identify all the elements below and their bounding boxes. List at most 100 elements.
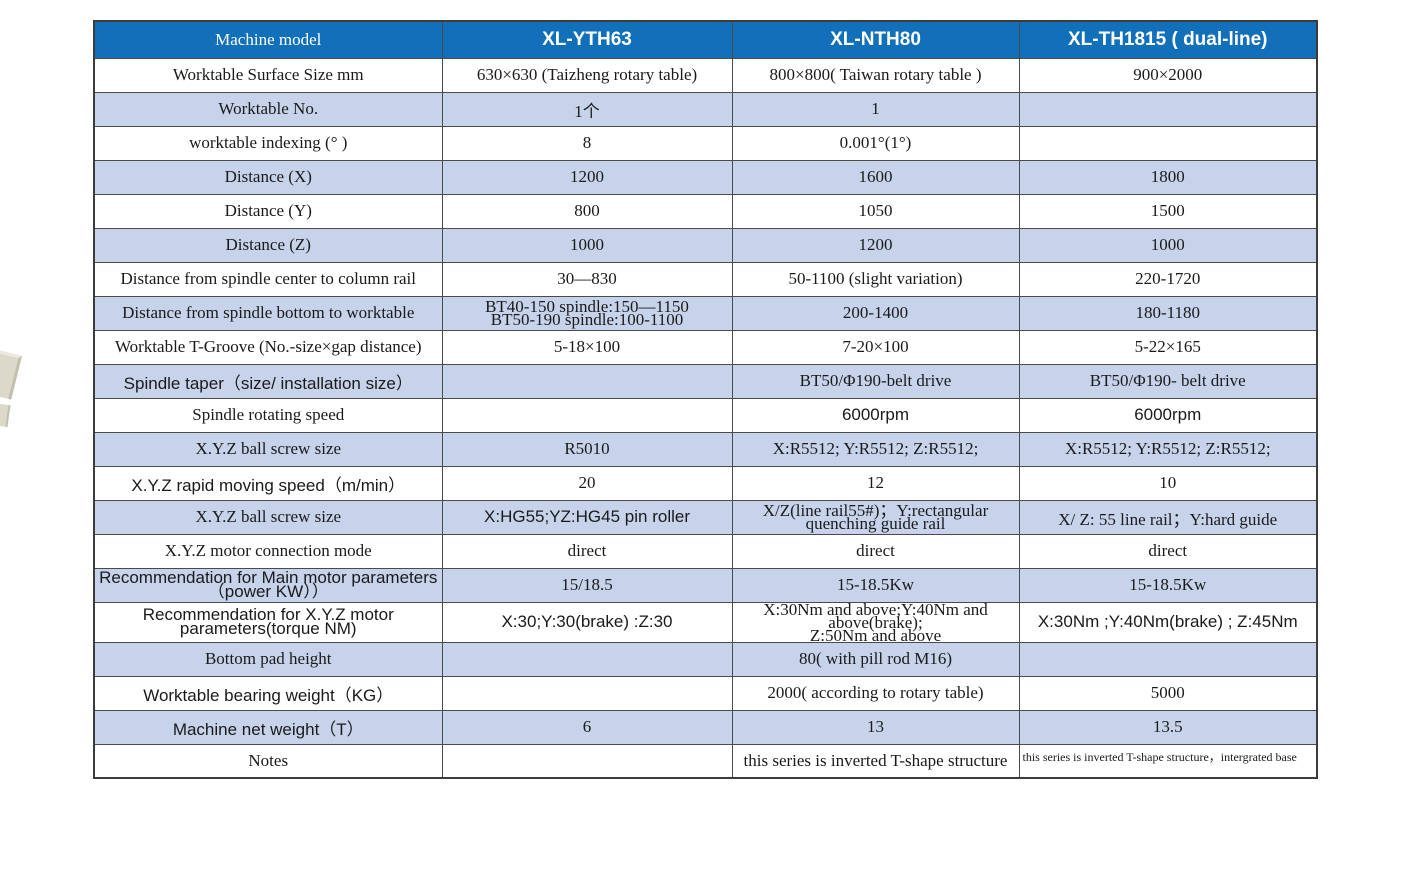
spec-table-body: Worktable Surface Size mm 630×630 (Taizhe… bbox=[93, 57, 1318, 779]
spec-cell: 7-20×100 bbox=[731, 329, 1020, 365]
table-row: Spindle rotating speed 6000rpm 6000rpm bbox=[93, 397, 1318, 433]
row-label: Worktable T-Groove (No.-size×gap distanc… bbox=[93, 329, 443, 365]
table-row: Distance from spindle center to column r… bbox=[93, 261, 1318, 297]
spec-cell bbox=[441, 743, 733, 779]
spec-cell: X:30;Y:30(brake) :Z:30 bbox=[441, 601, 733, 643]
spec-cell bbox=[441, 675, 733, 711]
spec-cell: X:R5512; Y:R5512; Z:R5512; bbox=[1018, 431, 1318, 467]
table-row: Spindle taper（size/ installation size） BT… bbox=[93, 363, 1318, 399]
spec-cell: X/ Z: 55 line rail；Y:hard guide bbox=[1018, 499, 1318, 535]
row-label: worktable indexing (° ) bbox=[93, 125, 443, 161]
table-row: Distance (X) 1200 1600 1800 bbox=[93, 159, 1318, 195]
spec-cell: 200-1400 bbox=[731, 295, 1020, 331]
spec-cell: 80( with pill rod M16) bbox=[731, 641, 1020, 677]
spec-cell: 1050 bbox=[731, 193, 1020, 229]
table-row: Worktable T-Groove (No.-size×gap distanc… bbox=[93, 329, 1318, 365]
row-label: Distance (Z) bbox=[93, 227, 443, 263]
row-label: Distance from spindle bottom to worktabl… bbox=[93, 295, 443, 331]
table-row: Worktable No. 1个 1 bbox=[93, 91, 1318, 127]
header-row: Machine model XL-YTH63 XL-NTH80 XL-TH1815 (… bbox=[93, 20, 1318, 59]
row-label: Machine net weight（T） bbox=[93, 709, 443, 745]
spec-cell: 5000 bbox=[1018, 675, 1318, 711]
row-label: Bottom pad height bbox=[93, 641, 443, 677]
row-label: Distance (Y) bbox=[93, 193, 443, 229]
spec-cell: X:30Nm ;Y:40Nm(brake) ; Z:45Nm bbox=[1018, 601, 1318, 643]
spec-cell: 1个 bbox=[441, 91, 733, 127]
table-row: Notes this series is inverted T-shape str… bbox=[93, 743, 1318, 779]
column-header: XL-NTH80 bbox=[731, 20, 1020, 59]
spec-cell: 800×800( Taiwan rotary table ) bbox=[731, 57, 1020, 93]
spec-cell: 15-18.5Kw bbox=[1018, 567, 1318, 603]
spec-cell: 1200 bbox=[731, 227, 1020, 263]
spec-cell: 8 bbox=[441, 125, 733, 161]
row-label: Notes bbox=[93, 743, 443, 779]
spec-cell: 13.5 bbox=[1018, 709, 1318, 745]
spec-cell: direct bbox=[441, 533, 733, 569]
table-row: Bottom pad height 80( with pill rod M16) bbox=[93, 641, 1318, 677]
spec-cell: 5-18×100 bbox=[441, 329, 733, 365]
table-row: Recommendation for Main motor parameters… bbox=[93, 567, 1318, 603]
spec-cell: 1 bbox=[731, 91, 1020, 127]
row-label: Distance (X) bbox=[93, 159, 443, 195]
column-header: Machine model bbox=[93, 20, 443, 59]
spec-cell: direct bbox=[1018, 533, 1318, 569]
row-label: X.Y.Z ball screw size bbox=[93, 499, 443, 535]
spec-cell: X:R5512; Y:R5512; Z:R5512; bbox=[731, 431, 1020, 467]
spec-cell: 2000( according to rotary table) bbox=[731, 675, 1020, 711]
spec-cell: 1000 bbox=[1018, 227, 1318, 263]
spec-cell: X:30Nm and above;Y:40Nm and above(brake)… bbox=[731, 601, 1020, 644]
spec-cell: 1000 bbox=[441, 227, 733, 263]
spec-cell: 180-1180 bbox=[1018, 295, 1318, 331]
table-row: X.Y.Z rapid moving speed（m/min） 20 12 10 bbox=[93, 465, 1318, 501]
spec-cell: 900×2000 bbox=[1018, 57, 1318, 93]
cropped-photo-fragment-icon bbox=[0, 349, 23, 400]
spec-cell: BT40-150 spindle:150—1150 BT50-190 spind… bbox=[441, 295, 733, 331]
spec-cell: 10 bbox=[1018, 465, 1318, 501]
table-row: Distance from spindle bottom to worktabl… bbox=[93, 295, 1318, 331]
spec-cell: 15/18.5 bbox=[441, 567, 733, 603]
spec-cell: 6 bbox=[441, 709, 733, 745]
row-label: Recommendation for Main motor parameters… bbox=[93, 567, 443, 603]
machine-spec-table: Machine model XL-YTH63 XL-NTH80 XL-TH1815 (… bbox=[93, 20, 1318, 779]
row-label: X.Y.Z ball screw size bbox=[93, 431, 443, 467]
spec-cell: R5010 bbox=[441, 431, 733, 467]
spec-cell-text: this series is inverted T-shape structur… bbox=[1022, 750, 1297, 765]
spec-cell bbox=[441, 397, 733, 433]
column-header: XL-YTH63 bbox=[441, 20, 733, 59]
spec-cell: BT50/Φ190- belt drive bbox=[1018, 363, 1318, 399]
row-label: Recommendation for X.Y.Z motor parameter… bbox=[93, 601, 443, 643]
spec-cell: 30—830 bbox=[441, 261, 733, 297]
cropped-photo-fragment-icon bbox=[0, 402, 11, 428]
row-label: Worktable Surface Size mm bbox=[93, 57, 443, 93]
spec-cell: 800 bbox=[441, 193, 733, 229]
spec-cell: 1600 bbox=[731, 159, 1020, 195]
spec-cell: 220-1720 bbox=[1018, 261, 1318, 297]
table-row: X.Y.Z ball screw size R5010 X:R5512; Y:R55… bbox=[93, 431, 1318, 467]
table-row: Machine net weight（T） 6 13 13.5 bbox=[93, 709, 1318, 745]
row-label: X.Y.Z motor connection mode bbox=[93, 533, 443, 569]
spec-cell bbox=[1018, 125, 1318, 161]
spec-cell: this series is inverted T-shape structur… bbox=[731, 743, 1020, 779]
row-label: X.Y.Z rapid moving speed（m/min） bbox=[93, 465, 443, 501]
spec-cell: 12 bbox=[731, 465, 1020, 501]
row-label: Spindle taper（size/ installation size） bbox=[93, 363, 443, 399]
table-row: Distance (Z) 1000 1200 1000 bbox=[93, 227, 1318, 263]
spec-cell bbox=[1018, 91, 1318, 127]
spec-cell: 5-22×165 bbox=[1018, 329, 1318, 365]
spec-cell: 630×630 (Taizheng rotary table) bbox=[441, 57, 733, 93]
row-label: Spindle rotating speed bbox=[93, 397, 443, 433]
row-label: Distance from spindle center to column r… bbox=[93, 261, 443, 297]
spec-cell: 6000rpm bbox=[1018, 397, 1318, 433]
spec-cell: 1500 bbox=[1018, 193, 1318, 229]
spec-cell: X:HG55;YZ:HG45 pin roller bbox=[441, 499, 733, 535]
spec-cell: 0.001°(1°) bbox=[731, 125, 1020, 161]
spec-cell: 1800 bbox=[1018, 159, 1318, 195]
spec-cell: 15-18.5Kw bbox=[731, 567, 1020, 603]
spec-cell: X/Z(line rail55#)；Y:rectangular quenchin… bbox=[731, 499, 1020, 535]
spec-cell: BT50/Φ190-belt drive bbox=[731, 363, 1020, 399]
spec-cell: direct bbox=[731, 533, 1020, 569]
column-header: XL-TH1815 ( dual-line) bbox=[1018, 20, 1318, 59]
spec-cell bbox=[441, 363, 733, 399]
row-label: Worktable No. bbox=[93, 91, 443, 127]
